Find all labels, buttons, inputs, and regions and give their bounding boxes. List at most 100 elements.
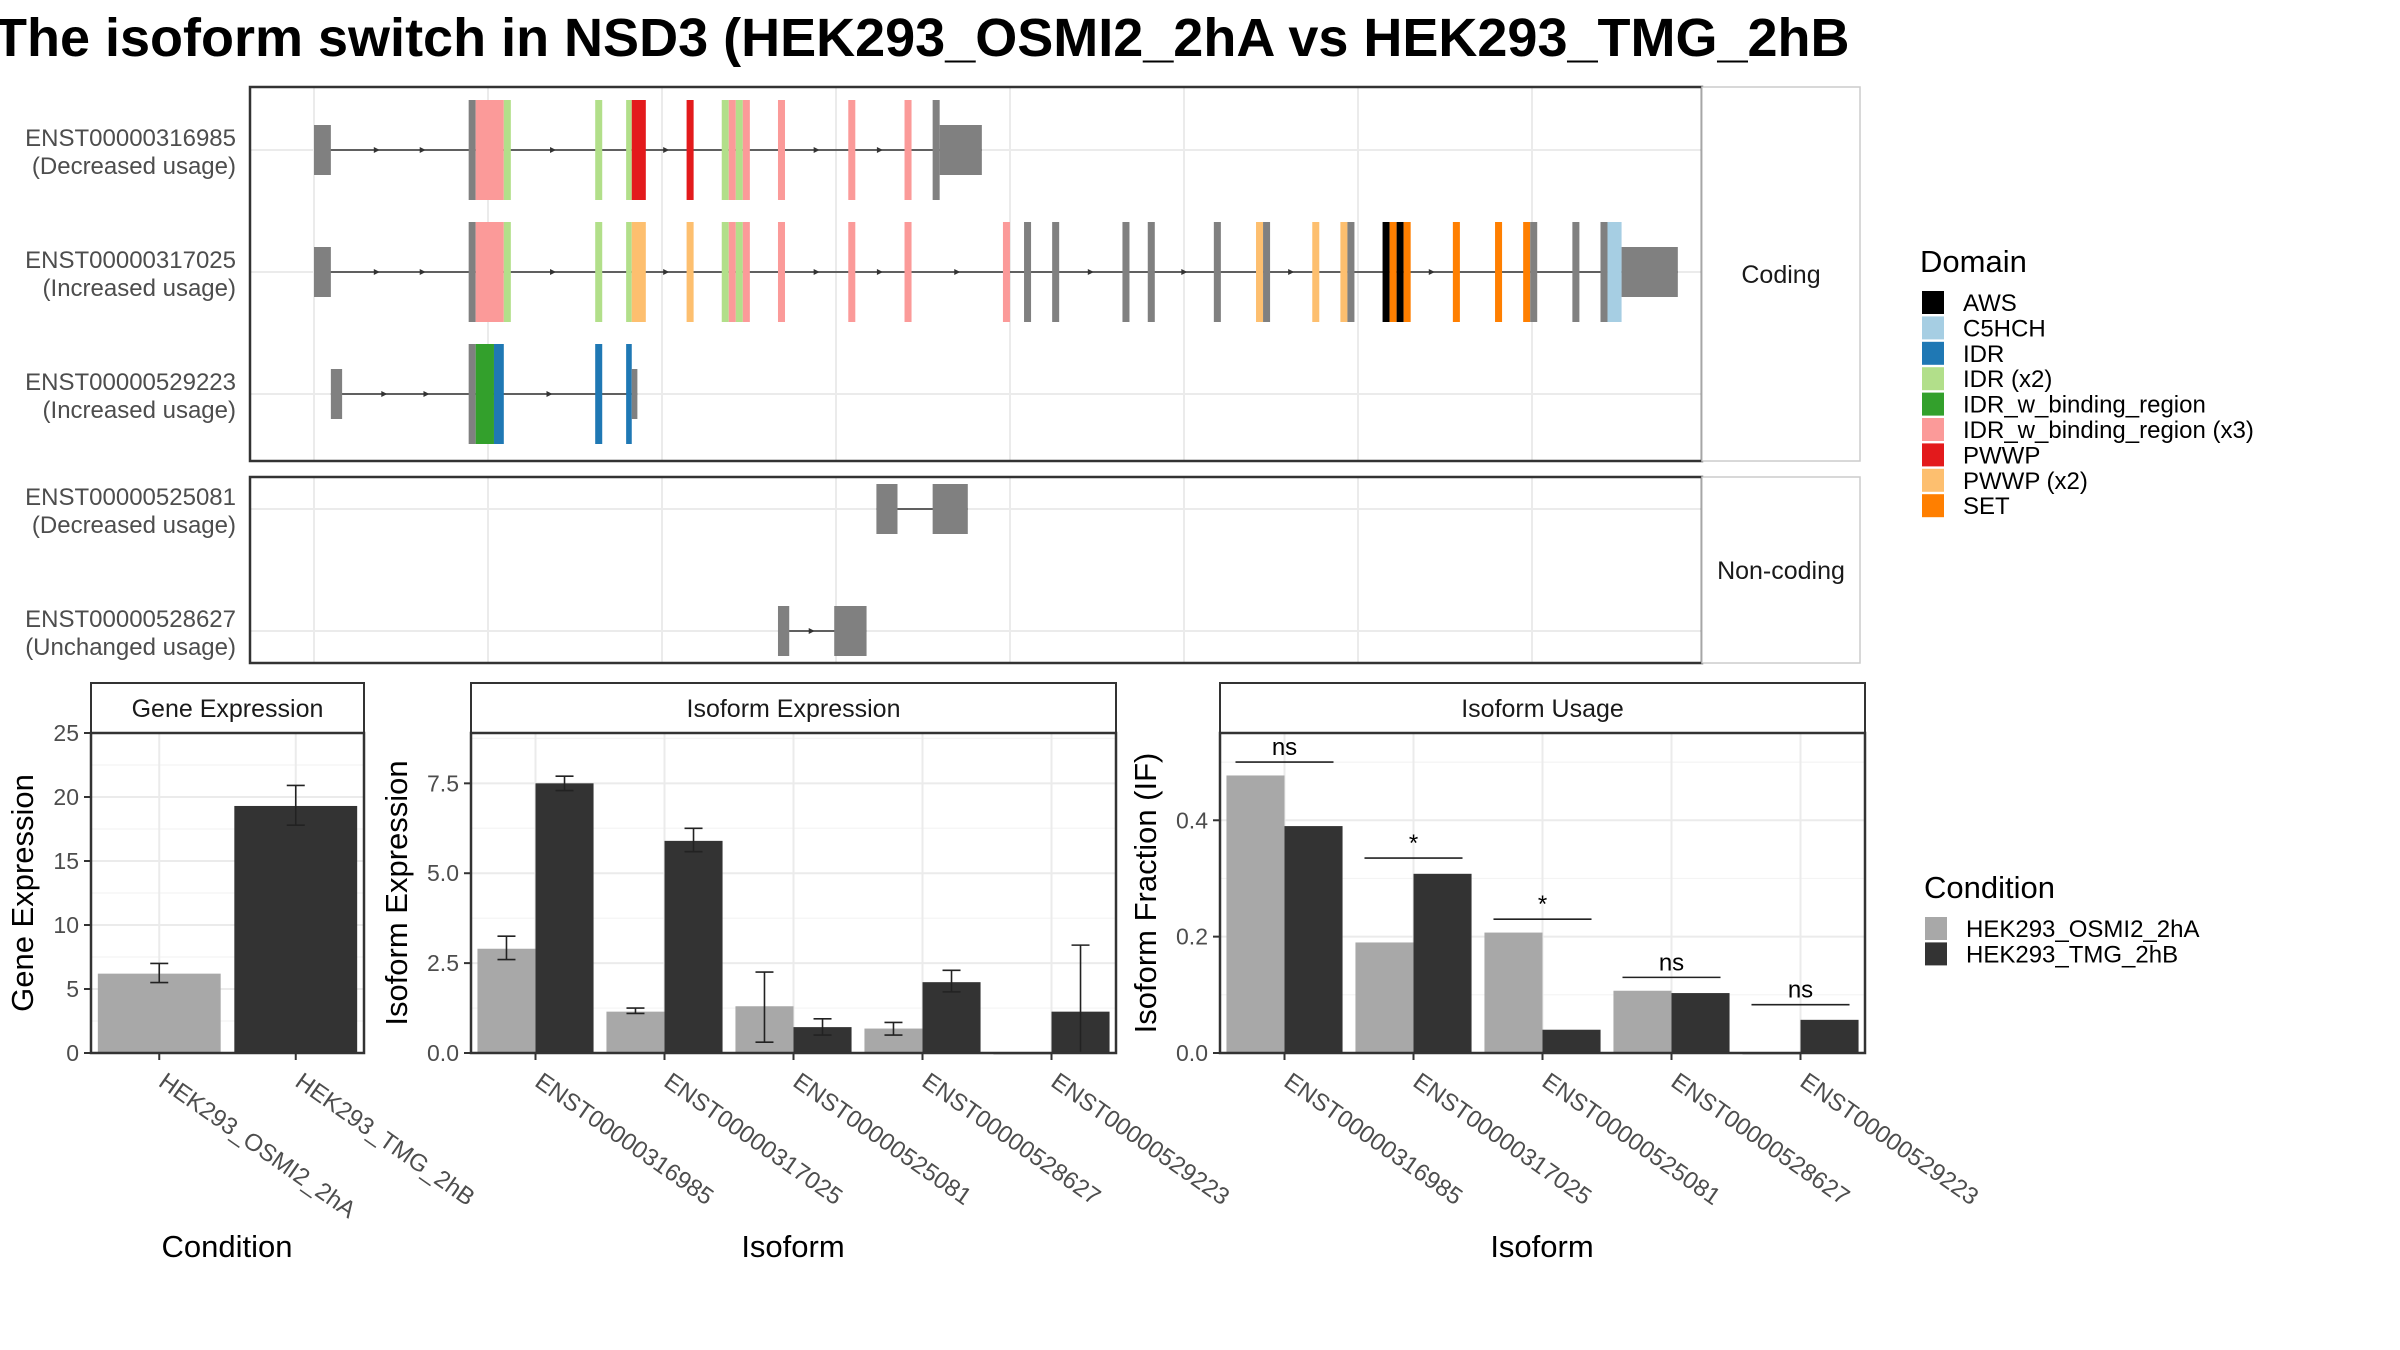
exon-segment — [686, 100, 694, 200]
bar — [1671, 993, 1730, 1053]
exon-segment — [595, 100, 603, 200]
exon-segment — [777, 100, 786, 200]
facet-strip — [1701, 86, 1861, 462]
bar — [664, 840, 723, 1053]
panel-border — [89, 731, 366, 1055]
bar — [234, 805, 358, 1053]
legend-swatch — [1922, 418, 1944, 441]
exon-segment — [1403, 222, 1411, 322]
direction-arrow — [550, 147, 557, 153]
exon-segment — [314, 125, 331, 175]
y-axis-title: Isoform Fraction (IF) — [1128, 753, 1163, 1034]
legend-label: PWWP (x2) — [1963, 468, 2088, 495]
legend-swatch — [1922, 341, 1944, 365]
exon-segment — [728, 100, 736, 200]
transcript-usage-label: (Unchanged usage) — [25, 634, 236, 661]
transcript-usage-label: (Decreased usage) — [32, 512, 236, 539]
y-tick-label: 10 — [53, 912, 79, 938]
exon-segment — [876, 484, 898, 534]
exon-segment — [1122, 222, 1130, 322]
exon-segment — [848, 222, 856, 322]
direction-arrow — [1087, 269, 1094, 275]
bar — [1226, 775, 1285, 1053]
y-tick-label: 5 — [66, 976, 79, 1002]
significance-label: * — [1409, 830, 1418, 857]
transcript-id-label: ENST00000529223 — [25, 369, 236, 396]
facet-strip-label: Coding — [1741, 261, 1820, 289]
bar — [1284, 826, 1343, 1053]
y-tick-label: 0.2 — [1176, 924, 1208, 950]
direction-arrow — [1428, 269, 1435, 275]
significance-label: ns — [1788, 977, 1813, 1004]
condition-legend-title: Condition — [1924, 870, 2055, 905]
bar — [477, 948, 536, 1053]
exon-segment — [1396, 222, 1404, 322]
transcript-usage-label: (Increased usage) — [43, 275, 236, 302]
y-tick-label: 25 — [53, 720, 79, 746]
exon-segment — [330, 369, 343, 419]
exon-segment — [1382, 222, 1390, 322]
legend-swatch — [1922, 443, 1944, 467]
x-axis-title: Condition — [162, 1229, 293, 1264]
legend-swatch — [1922, 392, 1944, 416]
direction-arrow — [423, 391, 430, 397]
exon-segment — [777, 606, 790, 656]
exon-segment — [904, 222, 912, 322]
direction-arrow — [419, 147, 426, 153]
isoform-expression-chart: Isoform Expression0.02.55.07.5ENST000003… — [379, 682, 1234, 1264]
y-tick-label: 15 — [53, 848, 79, 874]
exon-segment — [626, 222, 632, 322]
exon-segment — [1002, 222, 1010, 322]
exon-segment — [314, 247, 331, 297]
direction-arrow — [876, 147, 883, 153]
facet-strip-label: Non-coding — [1717, 557, 1845, 585]
y-tick-label: 2.5 — [427, 950, 459, 976]
x-axis-title: Isoform — [741, 1229, 844, 1264]
direction-arrow — [954, 269, 961, 275]
bar — [1484, 932, 1543, 1053]
exon-segment — [631, 222, 646, 322]
facet-strip — [90, 682, 365, 734]
exon-segment — [1495, 222, 1503, 322]
exon-segment — [848, 100, 856, 200]
exon-segment — [1530, 222, 1538, 322]
bar — [97, 973, 221, 1053]
exon-segment — [728, 222, 736, 322]
legend-label: C5HCH — [1963, 315, 2046, 342]
transcript-structure-plot: ENST00000316985 (Decreased usage) ENST0000… — [25, 85, 1861, 665]
direction-arrow — [813, 147, 820, 153]
exon-segment — [742, 222, 750, 322]
y-axis-title: Gene Expression — [5, 774, 40, 1012]
exon-segment — [468, 344, 476, 444]
exon-segment — [735, 222, 743, 322]
exon-segment — [475, 222, 504, 322]
exon-segment — [686, 222, 694, 322]
exon-segment — [1523, 222, 1531, 322]
exon-segment — [1347, 222, 1355, 322]
transcript-id-label: ENST00000528627 — [25, 606, 236, 633]
direction-arrow — [876, 269, 883, 275]
exon-segment — [468, 100, 476, 200]
bar — [535, 783, 594, 1053]
exon-segment — [1213, 222, 1221, 322]
exon-segment — [475, 344, 494, 444]
structure-panel-bg — [250, 477, 1702, 663]
exon-segment — [595, 222, 603, 322]
exon-segment — [939, 125, 982, 175]
direction-arrow — [381, 391, 388, 397]
exon-segment — [1024, 222, 1032, 322]
direction-arrow — [550, 269, 557, 275]
legend-label: IDR — [1963, 341, 2004, 368]
transcript-id-label: ENST00000316985 — [25, 125, 236, 152]
legend-label: IDR_w_binding_region (x3) — [1963, 417, 2254, 444]
exon-segment — [626, 344, 632, 444]
x-axis-title: Isoform — [1490, 1229, 1593, 1264]
figure-title: The isoform switch in NSD3 (HEK293_OSMI2… — [0, 8, 1850, 68]
exon-segment — [1256, 222, 1264, 322]
legend-swatch — [1922, 468, 1944, 492]
exon-segment — [1312, 222, 1320, 322]
exon-segment — [904, 100, 912, 200]
bar — [606, 1011, 665, 1053]
